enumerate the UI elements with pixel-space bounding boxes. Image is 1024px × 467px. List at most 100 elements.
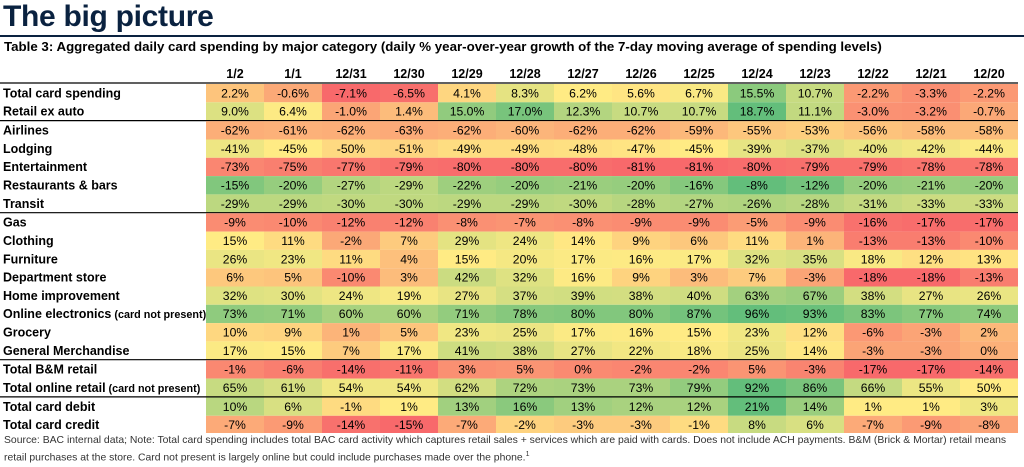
cell-value: -12% (337, 216, 366, 230)
cell-value: -58% (975, 124, 1004, 138)
cell-value: 5% (516, 363, 534, 377)
cell-value: 17% (687, 252, 712, 266)
heat-cell (264, 286, 322, 305)
cell-value: -3.3% (915, 86, 947, 100)
heat-cell (380, 415, 438, 433)
heat-cell (670, 249, 728, 269)
column-header: 12/31 (335, 67, 366, 81)
heat-cell (960, 231, 1018, 250)
heat-cell (844, 121, 902, 140)
heat-cell (786, 249, 844, 269)
row-label-text: Home improvement (3, 289, 121, 303)
cell-value: -7.1% (335, 86, 367, 100)
heat-cell (206, 249, 264, 269)
row-label: Total card credit (3, 418, 100, 432)
cell-value: -61% (279, 124, 308, 138)
heat-cell (612, 286, 670, 305)
cell-value: 0% (980, 344, 998, 358)
cell-value: -14% (975, 363, 1004, 377)
cell-value: -62% (453, 124, 482, 138)
cell-value: -8% (456, 216, 478, 230)
cell-value: -49% (511, 142, 540, 156)
heat-cell (496, 176, 554, 195)
row-label: Total online retail (card not present) (3, 381, 201, 395)
heat-cell (554, 194, 612, 213)
cell-value: 2% (980, 326, 998, 340)
heat-cell (554, 397, 612, 416)
heat-cell (902, 176, 960, 195)
cell-value: 11% (745, 234, 769, 248)
heat-cell (612, 84, 670, 103)
cell-value: 11% (281, 234, 305, 248)
table-title: Table 3: Aggregated daily card spending … (4, 39, 882, 54)
heat-cell (902, 397, 960, 416)
cell-value: 17% (223, 344, 248, 358)
cell-value: 37% (513, 289, 538, 303)
heat-cell (322, 304, 380, 324)
cell-value: 5.6% (627, 86, 655, 100)
heat-cell (844, 176, 902, 195)
cell-value: 10.7% (682, 105, 717, 119)
cell-value: 7% (342, 344, 360, 358)
heat-cell (786, 378, 844, 397)
cell-value: 80% (571, 307, 596, 321)
heat-cell (438, 304, 496, 324)
heat-cell (844, 194, 902, 213)
cell-value: -45% (685, 142, 714, 156)
row-label: Department store (3, 271, 107, 285)
cell-value: -20% (279, 179, 308, 193)
cell-value: -2% (630, 363, 652, 377)
cell-value: 17% (397, 344, 422, 358)
row-label: Clothing (3, 234, 54, 248)
cell-value: -1% (224, 363, 246, 377)
heat-cell (786, 102, 844, 121)
heat-cell (380, 139, 438, 158)
heat-cell (728, 360, 786, 379)
cell-value: -5% (746, 216, 768, 230)
heat-cell (438, 323, 496, 342)
row-label: Online electronics (card not present) (3, 307, 207, 321)
heat-cell (902, 341, 960, 360)
cell-value: 38% (629, 289, 654, 303)
heat-cell (728, 84, 786, 103)
heat-cell (380, 194, 438, 213)
heat-cell (960, 84, 1018, 103)
cell-value: 25% (513, 326, 538, 340)
heat-cell (902, 378, 960, 397)
cell-value: -50% (337, 142, 366, 156)
cell-value: 3% (980, 400, 998, 414)
cell-value: 77% (919, 307, 944, 321)
heat-cell (206, 323, 264, 342)
heat-cell (554, 139, 612, 158)
cell-value: -3% (862, 344, 884, 358)
heat-cell (844, 323, 902, 342)
cell-value: -16% (859, 216, 888, 230)
column-header: 12/25 (683, 67, 714, 81)
cell-value: -29% (453, 197, 482, 211)
cell-value: -11% (395, 363, 423, 377)
cell-value: 10.7% (624, 105, 659, 119)
row-label-text: Furniture (3, 252, 58, 266)
cell-value: -6% (282, 363, 304, 377)
heat-cell (554, 304, 612, 324)
cell-value: 35% (803, 252, 828, 266)
cell-value: -78% (917, 160, 946, 174)
heat-cell (902, 360, 960, 379)
heat-cell (670, 323, 728, 342)
cell-value: 6% (284, 400, 302, 414)
heat-cell (438, 176, 496, 195)
heat-cell (786, 231, 844, 250)
cell-value: -79% (859, 160, 888, 174)
cell-value: -20% (511, 179, 540, 193)
heat-cell (670, 341, 728, 360)
cell-value: -29% (279, 197, 308, 211)
cell-value: -51% (395, 142, 424, 156)
row-label-text: Gas (3, 216, 27, 230)
cell-value: -2.2% (973, 86, 1005, 100)
heat-cell (786, 397, 844, 416)
heat-cell (322, 415, 380, 433)
cell-value: -1% (688, 418, 710, 432)
heat-cell (206, 286, 264, 305)
cell-value: 7% (400, 234, 418, 248)
cell-value: 4% (400, 252, 418, 266)
